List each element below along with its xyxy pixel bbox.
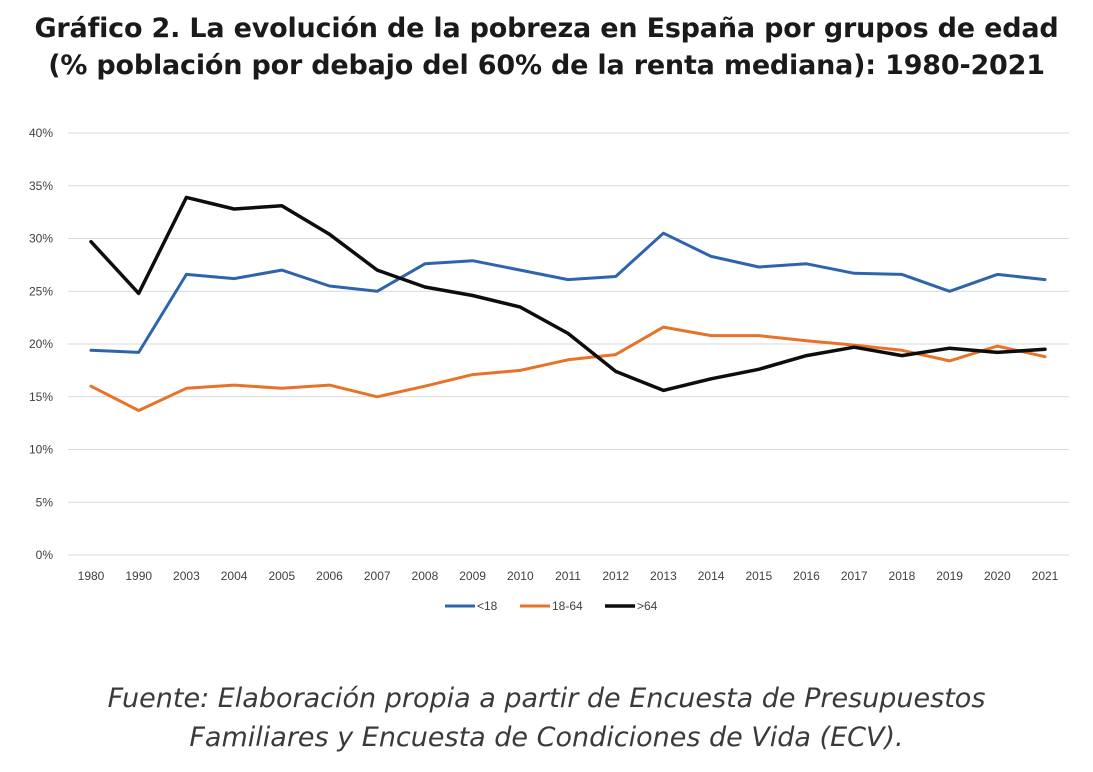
source-caption-line-1: Fuente: Elaboración propia a partir de E… xyxy=(107,683,986,714)
series-line-1 xyxy=(89,231,1047,354)
series-line-3 xyxy=(89,195,1047,393)
series-line-2 xyxy=(89,325,1047,412)
x-tick-label: 2018 xyxy=(889,569,916,583)
series-lines xyxy=(89,195,1047,412)
chart-title-line-2: (% población por debajo del 60% de la re… xyxy=(48,50,1045,81)
source-caption-line-2: Familiares y Encuesta de Condiciones de … xyxy=(189,722,904,753)
x-tick-label: 2019 xyxy=(936,569,963,583)
y-tick-label: 20% xyxy=(29,337,53,351)
y-tick-label: 15% xyxy=(29,390,53,404)
x-tick-label: 2012 xyxy=(602,569,629,583)
x-tick-label: 2015 xyxy=(745,569,772,583)
x-tick-label: 2011 xyxy=(555,569,581,583)
x-tick-label: 2016 xyxy=(793,569,820,583)
x-tick-label: 2020 xyxy=(984,569,1011,583)
legend: <18 18-64 >64 xyxy=(445,599,658,613)
source-caption: Fuente: Elaboración propia a partir de E… xyxy=(0,679,1093,757)
x-tick-label: 2003 xyxy=(173,569,200,583)
x-tick-label: 2014 xyxy=(698,569,725,583)
x-tick-label: 2021 xyxy=(1032,569,1059,583)
x-axis-ticks: 1980 1990 2003 2004 2005 2006 2007 2008 2009 2010… xyxy=(78,569,1059,583)
y-tick-label: 35% xyxy=(29,179,53,193)
chart-title-line-1: Gráfico 2. La evolución de la pobreza en… xyxy=(34,13,1059,44)
y-tick-label: 40% xyxy=(29,126,53,140)
y-tick-label: 30% xyxy=(29,232,53,246)
y-tick-label: 25% xyxy=(29,284,53,298)
legend-label: >64 xyxy=(637,599,658,613)
y-tick-label: 5% xyxy=(36,495,54,509)
y-tick-label: 10% xyxy=(29,443,53,457)
gridlines xyxy=(68,132,1069,556)
x-tick-label: 2013 xyxy=(650,569,677,583)
x-tick-label: 2009 xyxy=(459,569,486,583)
x-tick-label: 2006 xyxy=(316,569,343,583)
y-axis-ticks: 0% 5% 10% 15% 20% 25% 30% 35% 40% xyxy=(29,126,53,562)
chart-title: Gráfico 2. La evolución de la pobreza en… xyxy=(0,10,1093,84)
x-tick-label: 2007 xyxy=(364,569,391,583)
x-tick-label: 1980 xyxy=(78,569,105,583)
x-tick-label: 2010 xyxy=(507,569,534,583)
legend-label: 18-64 xyxy=(552,599,583,613)
x-tick-label: 2004 xyxy=(221,569,248,583)
x-tick-label: 2005 xyxy=(268,569,295,583)
y-tick-label: 0% xyxy=(36,548,54,562)
x-tick-label: 2008 xyxy=(412,569,439,583)
poverty-line-chart: 0% 5% 10% 15% 20% 25% 30% 35% 40% 1980 1990 2003 20… xyxy=(29,126,1069,613)
x-tick-label: 2017 xyxy=(841,569,868,583)
legend-label: <18 xyxy=(477,599,498,613)
x-tick-label: 1990 xyxy=(125,569,152,583)
